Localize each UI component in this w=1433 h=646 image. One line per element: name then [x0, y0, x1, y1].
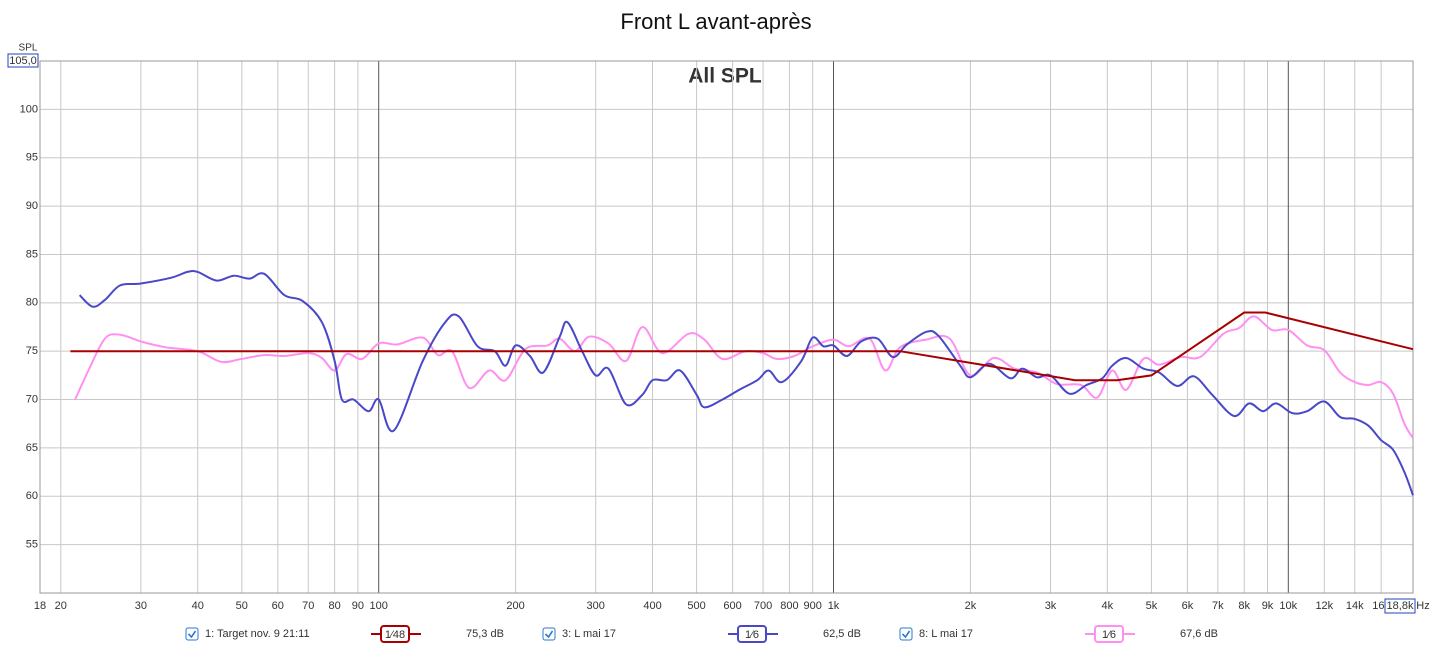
x-tick-label: 8k: [1238, 600, 1250, 612]
x-tick-label: 700: [754, 600, 772, 612]
legend-smoothing: 1⁄48: [385, 629, 405, 641]
legend-checkbox: [185, 627, 199, 641]
legend-item: 1: Target nov. 9 21:11 1⁄48 75,3 dB: [185, 625, 504, 643]
series-line: [70, 311, 1414, 382]
x-tick-label: 80: [329, 600, 341, 612]
legend-level: 62,5 dB: [823, 628, 861, 640]
x-tick-label: 1k: [828, 600, 840, 612]
chart-subtitle: All SPL: [688, 65, 762, 88]
plot-frame: [39, 60, 1414, 594]
series-line: [74, 315, 1414, 439]
legend-level: 67,6 dB: [1180, 628, 1218, 640]
legend-item: 8: L mai 17 1⁄6 67,6 dB: [899, 625, 1218, 643]
x-tick-label: 300: [587, 600, 605, 612]
x-tick-label: 90: [352, 600, 364, 612]
legend-level: 75,3 dB: [466, 628, 504, 640]
x-tick-label: 600: [723, 600, 741, 612]
x-tick-label: 6k: [1182, 600, 1194, 612]
legend-name: 8: L mai 17: [919, 628, 973, 640]
x-tick-label: 200: [506, 600, 524, 612]
x-tick-label: 7k: [1212, 600, 1224, 612]
legend-smoothing-box: [380, 625, 410, 643]
y-tick-label: 55: [26, 539, 38, 551]
x-tick-label: 2k: [965, 600, 977, 612]
legend-smoothing-box: [1094, 625, 1124, 643]
y-limit-box: [7, 53, 39, 68]
x-tick-label: 12k: [1315, 600, 1333, 612]
y-tick-label: 65: [26, 442, 38, 454]
legend-name: 3: L mai 17: [562, 628, 616, 640]
y-tick-label: 80: [26, 297, 38, 309]
y-tick-label: 85: [26, 248, 38, 260]
legend-check: [901, 630, 911, 639]
x-tick-label: 100: [370, 600, 388, 612]
x-tick-label: 30: [135, 600, 147, 612]
legend-smoothing: 1⁄6: [745, 629, 759, 641]
y-tick-label: 75: [26, 345, 38, 357]
x-tick-label: 4k: [1102, 600, 1114, 612]
x-unit: Hz: [1416, 600, 1429, 612]
x-tick-label: 40: [192, 600, 204, 612]
chart-title: Front L avant-après: [620, 9, 811, 34]
x-tick-label: 18: [34, 600, 46, 612]
legend-check: [544, 630, 554, 639]
x-tick-label: 900: [804, 600, 822, 612]
legend-checkbox: [542, 627, 556, 641]
x-tick-label: 500: [687, 600, 705, 612]
y-tick-label: 95: [26, 152, 38, 164]
x-tick-label: 14k: [1346, 600, 1364, 612]
x-tick-label: 3k: [1045, 600, 1057, 612]
x-limit-box: [1384, 598, 1416, 614]
legend-item: 3: L mai 17 1⁄6 62,5 dB: [542, 625, 861, 643]
x-tick-label: 5k: [1146, 600, 1158, 612]
legend-smoothing: 1⁄6: [1102, 629, 1116, 641]
x-tick-label: 20: [55, 600, 67, 612]
x-tick-label: 60: [272, 600, 284, 612]
x-tick-label: 10k: [1279, 600, 1297, 612]
legend-name: 1: Target nov. 9 21:11: [205, 628, 310, 640]
y-tick-label: 100: [20, 103, 38, 115]
legend-checkbox: [899, 627, 913, 641]
x-tick-label: 400: [643, 600, 661, 612]
series-line: [78, 269, 1414, 496]
x-tick-label: 18,8k: [1387, 600, 1414, 612]
x-tick-label: 800: [780, 600, 798, 612]
y-tick-label: 90: [26, 200, 38, 212]
x-tick-label: 50: [236, 600, 248, 612]
x-tick-label: 9k: [1262, 600, 1274, 612]
y-tick-label: 70: [26, 393, 38, 405]
y-axis-label: SPL: [19, 43, 38, 54]
legend-smoothing-box: [737, 625, 767, 643]
y-tick-label: 105,0: [9, 55, 37, 67]
legend-check: [187, 630, 197, 639]
x-tick-label: 70: [302, 600, 314, 612]
y-tick-label: 60: [26, 490, 38, 502]
